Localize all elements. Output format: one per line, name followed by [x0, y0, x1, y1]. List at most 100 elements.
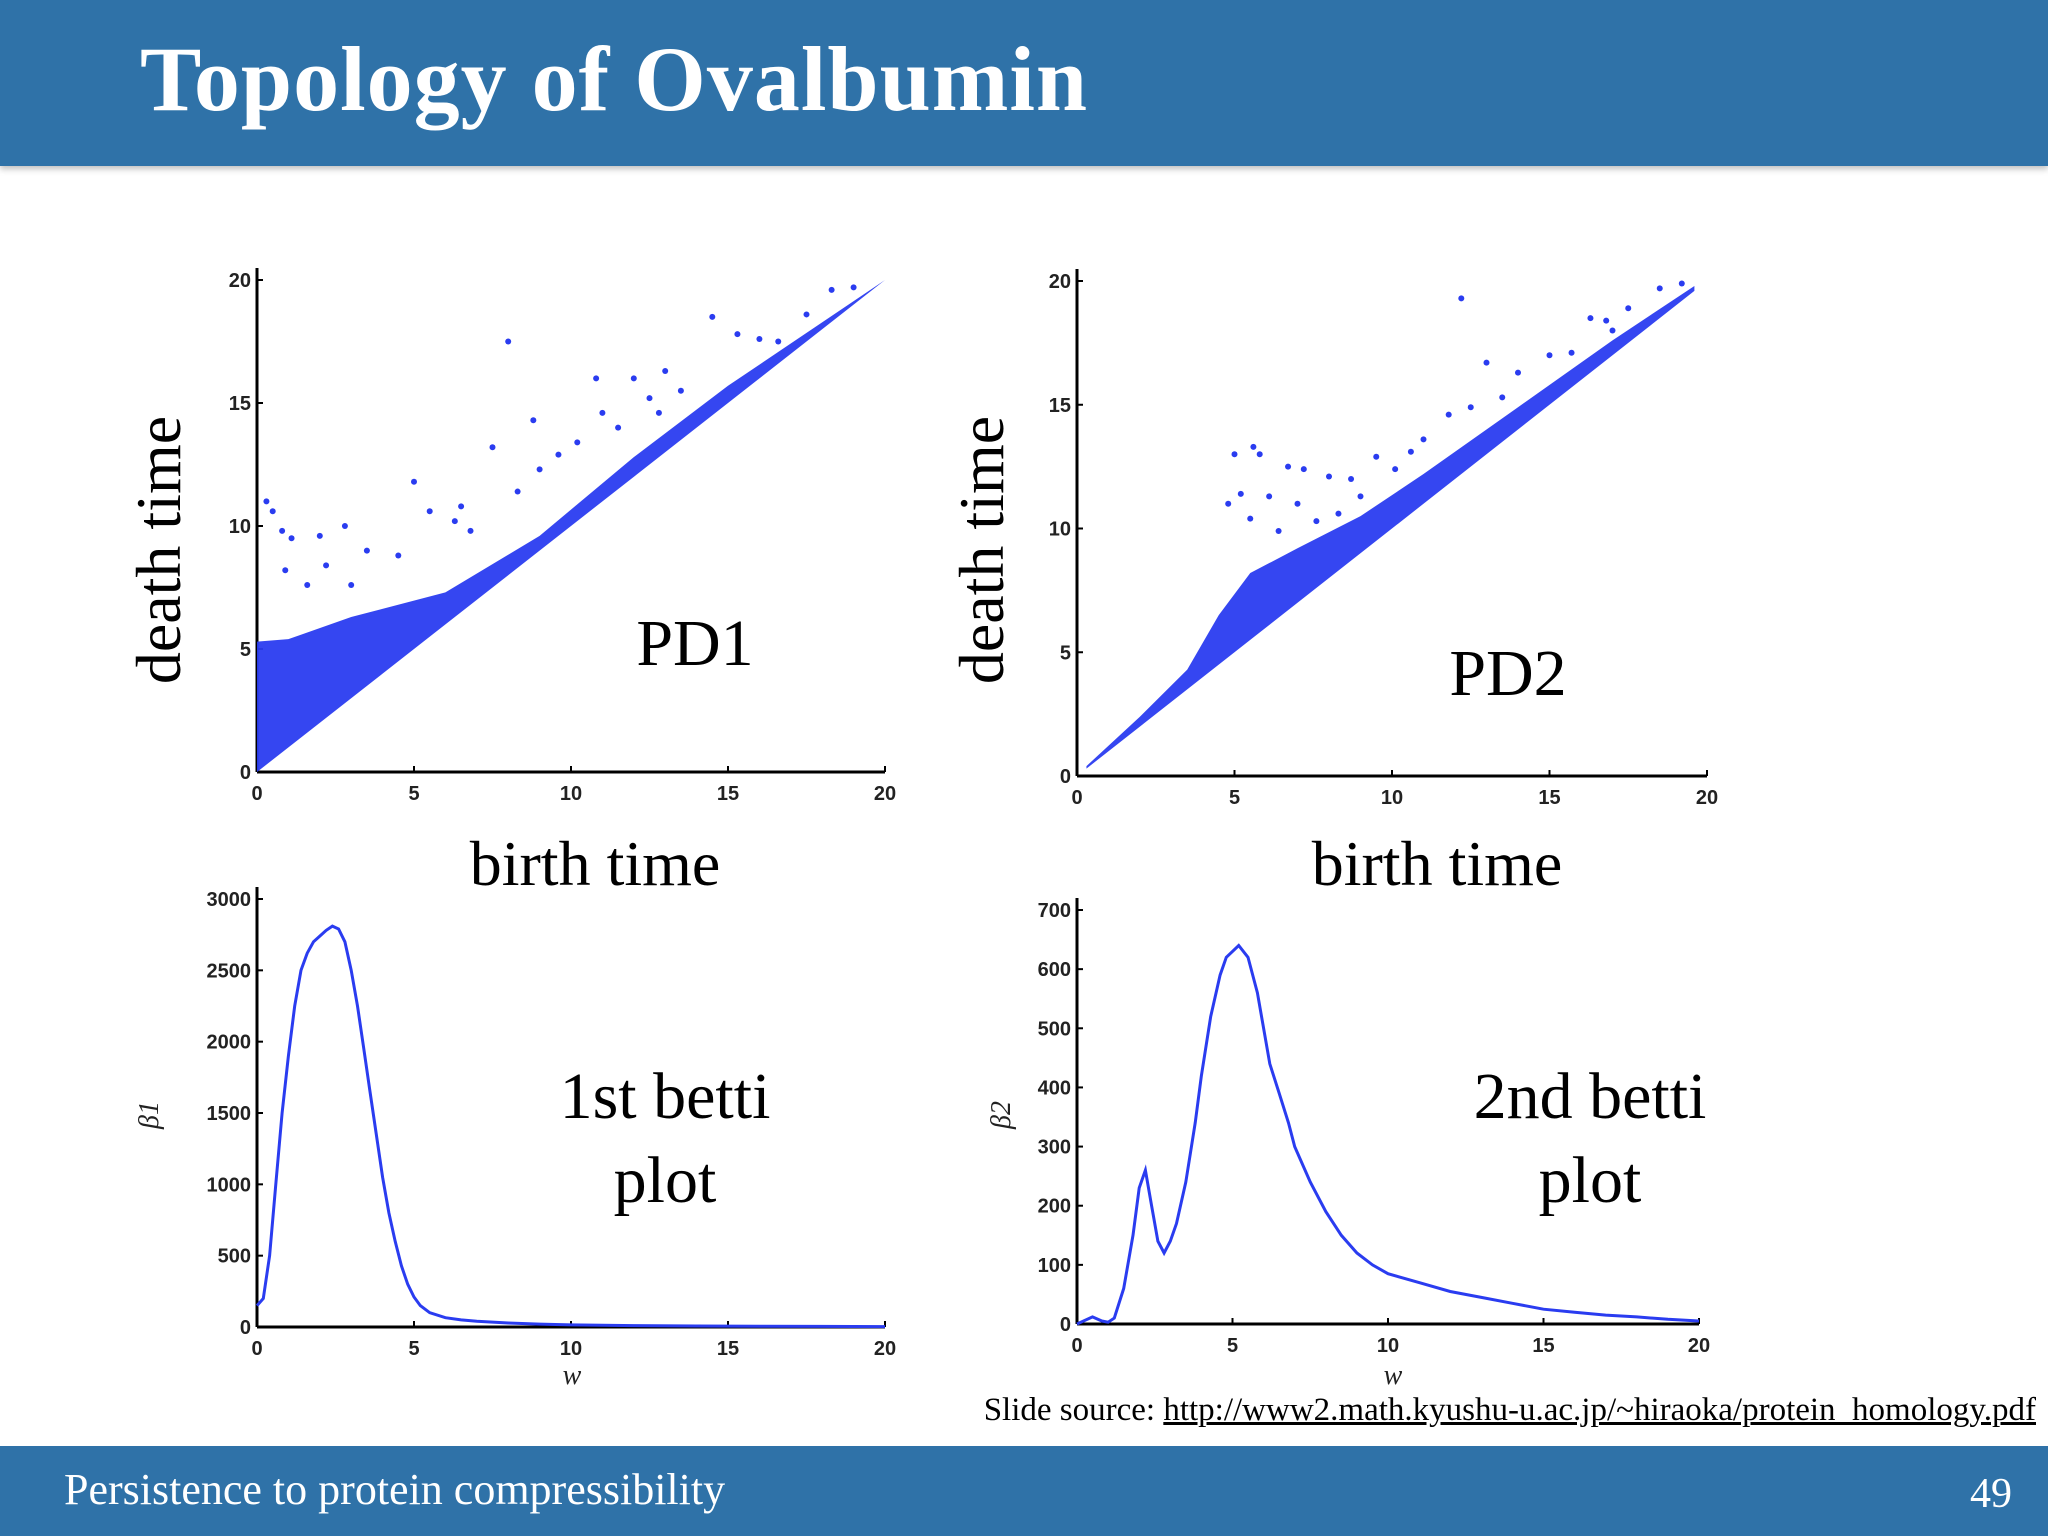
pd2-point: [1678, 280, 1685, 287]
pd2-point: [1313, 518, 1320, 525]
pd1-xlabel: birth time: [470, 828, 721, 899]
pd2-point: [1392, 466, 1399, 473]
betti1-y-tick-label: 500: [218, 1246, 251, 1268]
betti1-y-tick-label: 3000: [207, 889, 252, 911]
pd2-point: [1225, 500, 1232, 507]
betti1-x-tick-label: 20: [874, 1338, 896, 1360]
pd2-point: [1609, 327, 1616, 334]
pd1-point: [467, 527, 474, 534]
pd1-point: [574, 439, 581, 446]
betti1-x-tick-label: 10: [560, 1338, 582, 1360]
betti2-y-tick-label: 500: [1038, 1018, 1071, 1040]
betti2-series-line: [1076, 943, 1700, 1326]
betti2-x-tick-label: 20: [1688, 1335, 1710, 1357]
pd1-point: [662, 368, 669, 375]
pd1-title: PD1: [636, 607, 753, 680]
pd1-point: [489, 444, 496, 451]
pd2-point: [1420, 436, 1427, 443]
pd1-y-tick-label: 0: [240, 762, 251, 784]
pd1-point: [828, 286, 835, 293]
source-link[interactable]: http://www2.math.kyushu-u.ac.jp/~hiraoka…: [1163, 1392, 2036, 1428]
pd1-point: [282, 567, 289, 574]
pd2-point: [1603, 317, 1610, 324]
page-number: 49: [1970, 1471, 2012, 1517]
pd2-point: [1546, 352, 1553, 359]
pd1-point: [514, 488, 521, 495]
pd1-point: [348, 582, 355, 589]
pd1-point: [411, 478, 417, 485]
betti1-x-tick-label: 0: [251, 1338, 262, 1360]
pd1-y-tick-label: 20: [229, 270, 251, 292]
pd1-y-tick-label: 5: [240, 639, 251, 661]
pd2-y-tick-label: 15: [1049, 395, 1071, 417]
pd2-dense-band: [1086, 285, 1695, 769]
pd1-point: [263, 498, 270, 505]
betti2-y-tick-label: 200: [1038, 1196, 1071, 1218]
betti1-xlabel: w: [563, 1360, 582, 1391]
pd2-x-tick-label: 0: [1071, 787, 1082, 809]
betti2-title-line2: plot: [1539, 1144, 1642, 1217]
pd2-point: [1373, 453, 1380, 460]
pd1-x-tick-label: 15: [717, 783, 739, 805]
pd2-x-tick-label: 20: [1696, 787, 1718, 809]
pd1-point: [536, 466, 543, 473]
pd1-point: [646, 395, 653, 402]
pd1-point: [363, 547, 370, 554]
betti2-y-tick-label: 0: [1060, 1314, 1071, 1336]
betti1-y-tick-label: 1000: [207, 1174, 252, 1196]
pd2-point: [1247, 515, 1254, 522]
pd2-x-tick-label: 15: [1538, 787, 1560, 809]
header-bar: Topology of Ovalbumin: [0, 0, 2048, 166]
pd2-point: [1266, 493, 1273, 500]
pd1-ylabel: death time: [123, 416, 194, 684]
pd2-point: [1483, 359, 1490, 366]
pd1-point: [655, 409, 662, 416]
pd2-x-tick-label: 5: [1229, 787, 1240, 809]
betti2-y-tick-label: 600: [1038, 959, 1071, 981]
pd2-point: [1458, 295, 1465, 302]
betti2-x-tick-label: 0: [1071, 1335, 1082, 1357]
pd2-point: [1285, 463, 1292, 470]
pd2-point: [1357, 493, 1364, 500]
pd2-point: [1294, 500, 1301, 507]
pd1-point: [555, 451, 562, 458]
pd1-point: [677, 387, 684, 394]
pd2-point: [1467, 404, 1474, 411]
betti1-title-line2: plot: [614, 1144, 717, 1217]
betti2-x-tick-label: 5: [1227, 1335, 1238, 1357]
betti2-x-tick-label: 15: [1532, 1335, 1554, 1357]
pd1-point: [451, 518, 458, 525]
betti1-x-tick-label: 15: [717, 1338, 739, 1360]
pd2-point: [1625, 305, 1632, 312]
pd1-point: [530, 417, 537, 424]
pd2-point: [1250, 443, 1257, 450]
pd1-x-tick-label: 10: [560, 783, 582, 805]
betti1-x-tick-label: 5: [408, 1338, 419, 1360]
pd2-ylabel: death time: [946, 416, 1017, 684]
betti1-y-tick-label: 2000: [207, 1032, 252, 1054]
pd1-point: [599, 409, 606, 416]
pd2-point: [1335, 510, 1342, 517]
footer-text: Persistence to protein compressibility: [64, 1465, 726, 1514]
betti2-y-tick-label: 700: [1038, 900, 1071, 922]
pd1-dense-band: [257, 280, 885, 772]
pd1-point: [288, 535, 295, 542]
pd1-x-tick-label: 0: [251, 783, 262, 805]
pd1-point: [458, 503, 465, 510]
pd1-point: [775, 338, 782, 345]
pd2-y-tick-label: 20: [1049, 271, 1071, 293]
pd1-x-tick-label: 20: [874, 783, 896, 805]
pd2-point: [1256, 451, 1263, 458]
pd1-point: [279, 527, 286, 534]
pd2-y-tick-label: 0: [1060, 766, 1071, 788]
betti1-title-line1: 1st betti: [560, 1060, 771, 1133]
betti2-ylabel: β2: [986, 1101, 1017, 1130]
pd1-point: [756, 336, 763, 343]
pd2-point: [1300, 466, 1307, 473]
betti2-x-tick-label: 10: [1377, 1335, 1399, 1357]
source-label: Slide source:: [983, 1392, 1156, 1428]
source-line: Slide source: http://www2.math.kyushu-u.…: [984, 1392, 2036, 1429]
pd2-point: [1499, 394, 1506, 401]
betti1-y-tick-label: 1500: [207, 1103, 252, 1125]
